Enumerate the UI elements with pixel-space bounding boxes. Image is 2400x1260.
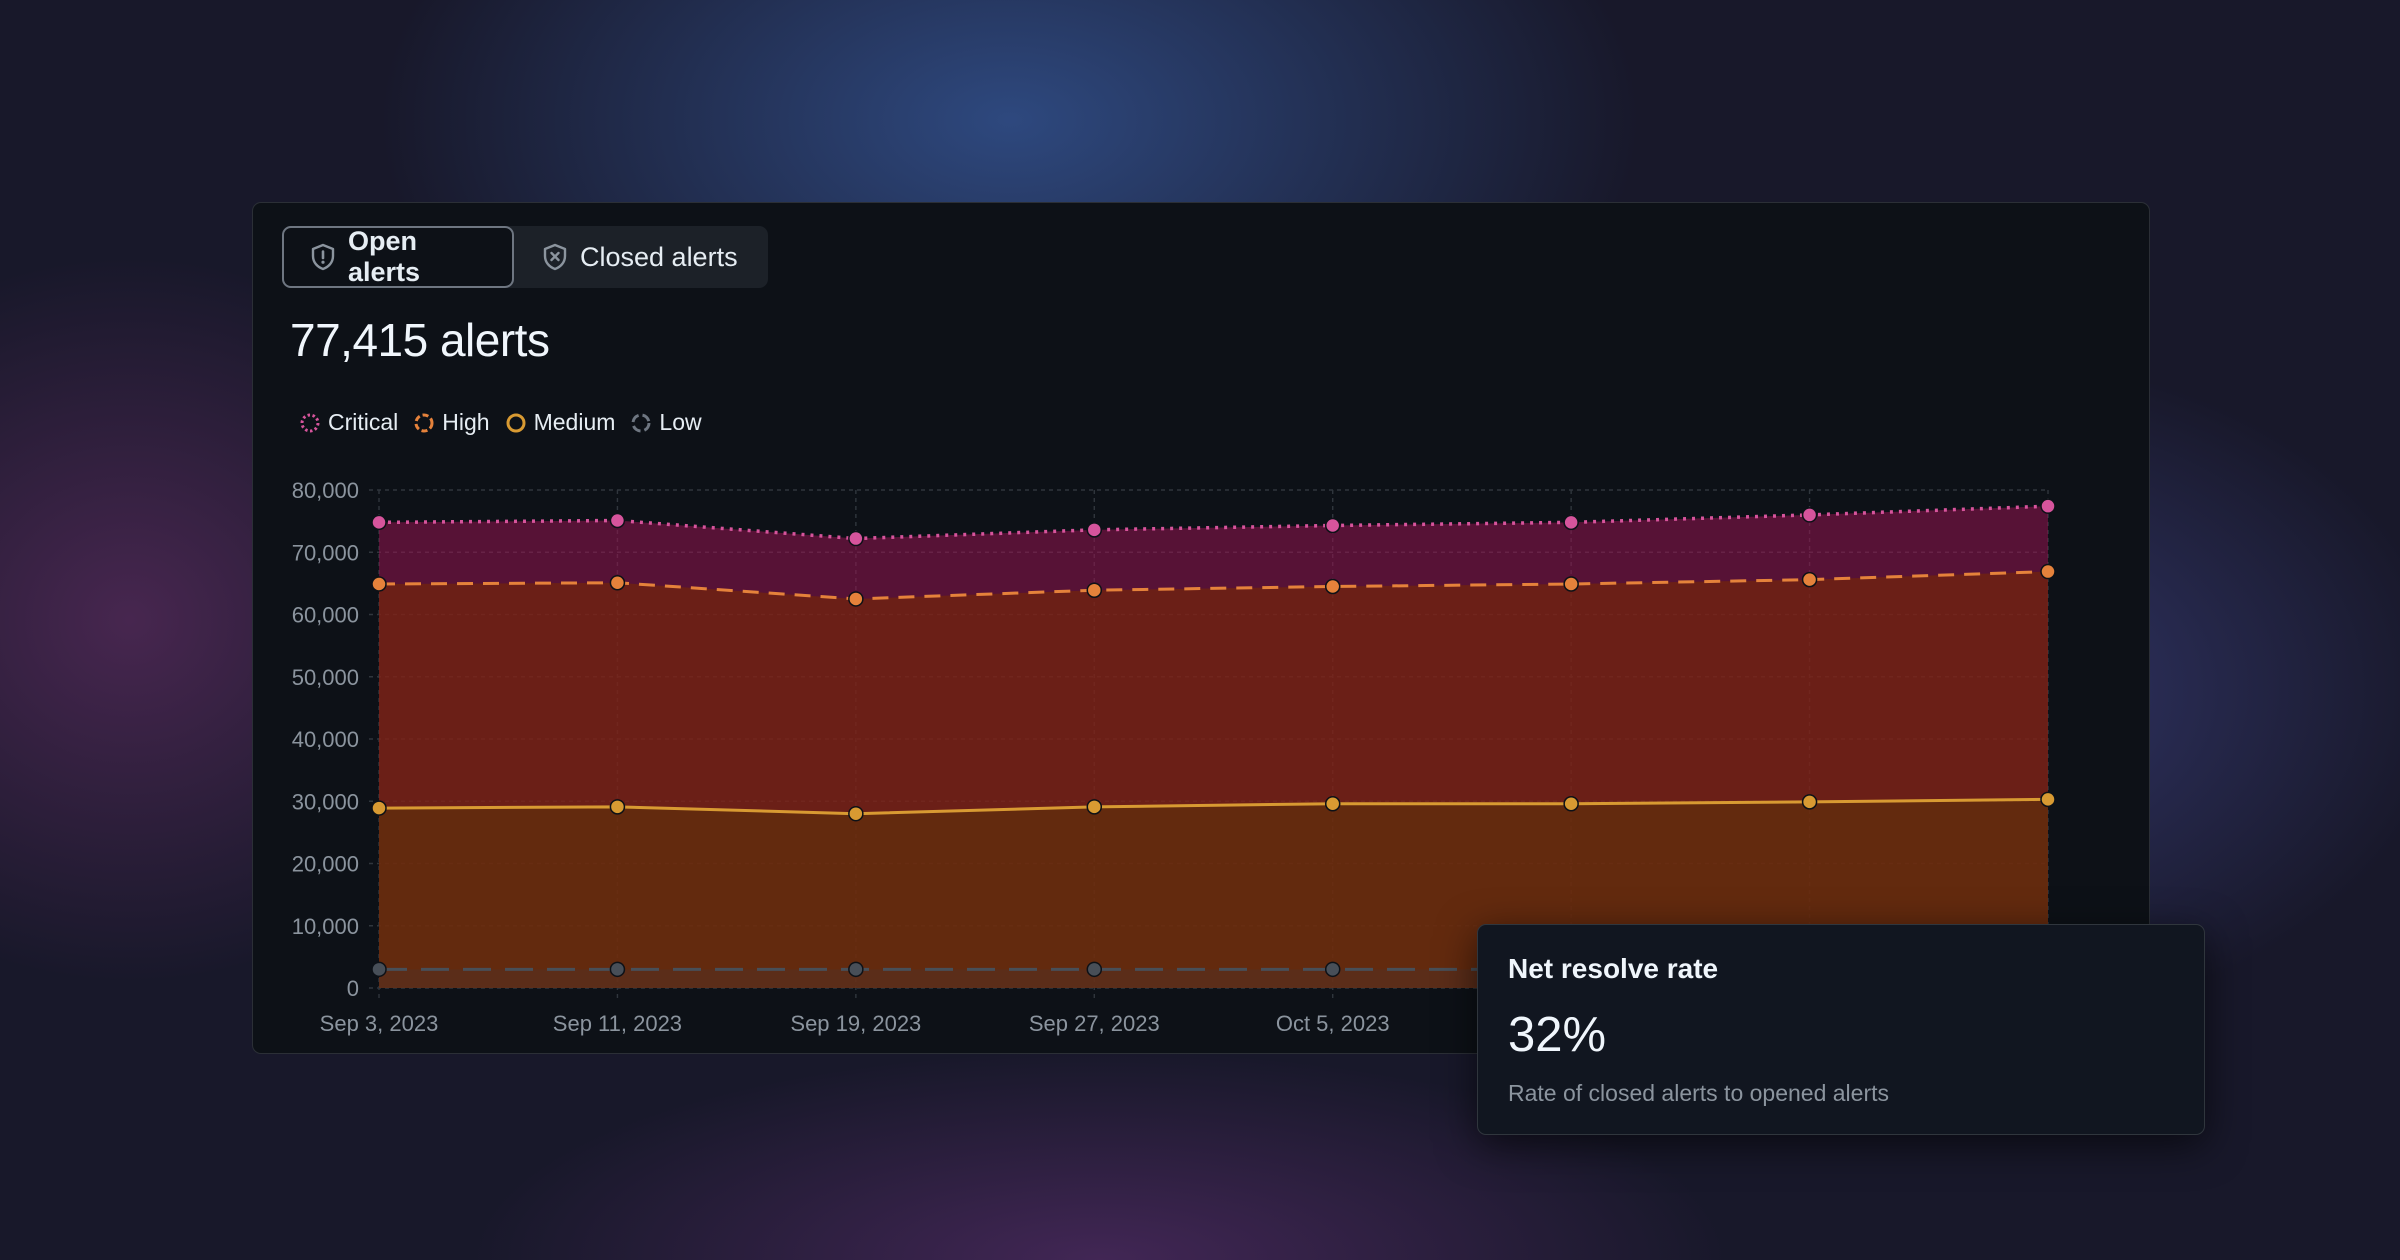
legend-item-high[interactable]: High [412,409,490,436]
point-low [371,961,387,978]
x-tick-label: Sep 19, 2023 [790,1011,921,1036]
point-medium [2040,791,2056,808]
point-medium [848,805,864,822]
tab-closed-alerts-label: Closed alerts [580,241,738,272]
point-critical [1801,507,1818,523]
point-critical [371,514,387,531]
point-high [1324,578,1341,595]
low-legend-icon [631,413,651,432]
alerts-count-heading: 77,415 alerts [290,314,550,366]
tab-closed-alerts[interactable]: Closed alerts [514,226,766,288]
line-medium [378,797,2049,816]
point-high [848,591,864,607]
point-high [1801,571,1818,588]
x-tick-label: Sep 27, 2023 [1029,1011,1160,1036]
legend-label-medium: Medium [533,409,616,435]
point-low [609,961,626,978]
tooltip-value: 32% [1508,1008,1607,1062]
alerts-area-chart: 0 10,000 20,000 30,000 40,000 50,000 60,000 70,… [292,478,2056,1036]
point-medium [1801,794,1818,810]
tab-open-alerts-label: Open alerts [348,226,421,287]
line-high [378,570,2049,601]
point-medium [1086,799,1103,815]
shield-alert-icon [310,243,336,271]
legend-label-critical: Critical [328,409,399,435]
area-high [379,571,2048,988]
x-tick-label: Oct 5, 2023 [1276,1011,1390,1036]
point-critical [1086,522,1103,538]
point-high [2040,563,2056,580]
alerts-card: Open alerts Closed alerts 77,415 alerts … [252,202,2150,1054]
point-medium [1324,795,1341,812]
legend-item-critical[interactable]: Critical [298,409,398,436]
shield-x-icon [542,243,568,271]
legend-label-low: Low [659,409,702,435]
point-medium [609,799,626,815]
alerts-tab-group: Open alerts Closed alerts [282,226,768,288]
legend-item-low[interactable]: Low [629,409,702,436]
y-tick-label: 10,000 [292,914,359,939]
point-medium [371,800,387,816]
point-low [848,961,864,978]
tooltip-title: Net resolve rate [1508,953,1719,984]
x-tick-label: Sep 11, 2023 [553,1011,682,1036]
point-critical [848,530,864,547]
point-medium [1563,795,1579,812]
point-high [609,575,626,591]
chart-legend: Critical High Medium Low [298,409,702,436]
point-low [1324,961,1341,978]
net-resolve-rate-tooltip: Net resolve rate 32% Rate of closed aler… [1477,924,2205,1135]
point-high [371,576,387,592]
point-critical [1324,517,1341,534]
point-high [1086,582,1103,598]
legend-label-high: High [442,409,490,435]
y-tick-label: 80,000 [292,478,359,503]
point-high [1563,576,1579,592]
tooltip-description: Rate of closed alerts to opened alerts [1508,1080,1890,1106]
tab-open-alerts[interactable]: Open alerts [282,226,514,288]
point-critical [2040,498,2056,514]
point-low [1086,961,1103,978]
y-tick-label: 70,000 [292,540,359,565]
x-tick-label: Sep 3, 2023 [320,1011,439,1036]
y-tick-label: 30,000 [292,789,359,814]
point-critical [1563,514,1579,531]
medium-legend-icon [506,413,526,432]
y-tick-label: 50,000 [292,665,359,690]
high-legend-icon [414,413,434,432]
y-tick-label: 0 [347,976,359,1001]
critical-legend-icon [300,413,320,432]
point-critical [609,512,626,529]
y-tick-label: 20,000 [292,852,359,877]
legend-item-medium[interactable]: Medium [504,409,616,436]
y-tick-label: 40,000 [292,727,359,752]
y-tick-label: 60,000 [292,603,359,628]
